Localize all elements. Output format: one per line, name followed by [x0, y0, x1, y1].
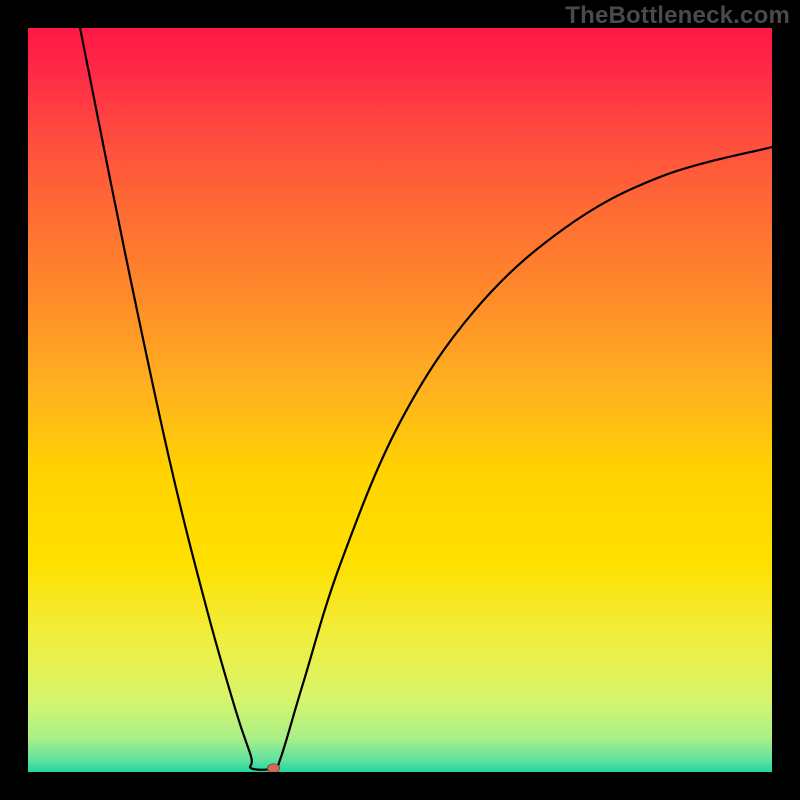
watermark-text: TheBottleneck.com — [565, 2, 790, 30]
frame-border-left — [0, 0, 28, 800]
plot-area — [28, 28, 772, 772]
chart-container: TheBottleneck.com — [0, 0, 800, 800]
frame-border-bottom — [0, 772, 800, 800]
optimal-point-marker — [268, 764, 280, 772]
plot-svg — [28, 28, 772, 772]
gradient-background — [28, 28, 772, 772]
frame-border-right — [772, 0, 800, 800]
